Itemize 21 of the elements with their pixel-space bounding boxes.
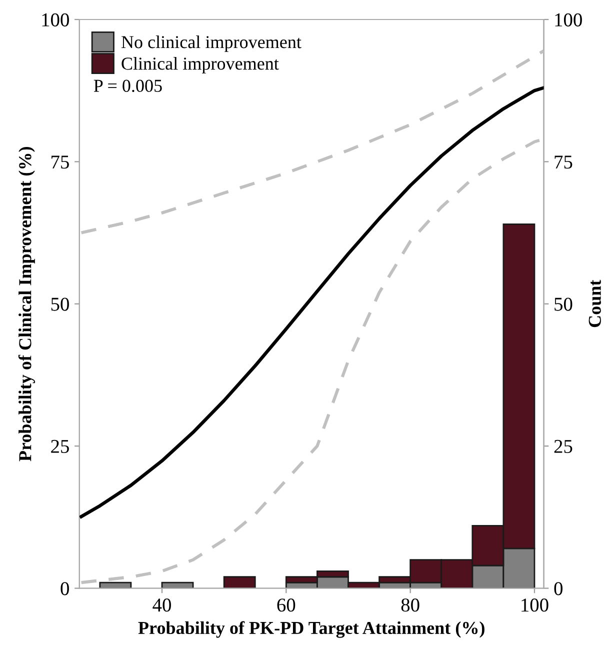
y2-axis-title: Count <box>588 280 601 328</box>
legend-label: No clinical improvement <box>121 36 302 52</box>
x-tick-label: 80 <box>401 598 420 612</box>
x-tick-label: 100 <box>522 598 548 612</box>
bar <box>223 576 256 588</box>
annotation: P = 0.005 <box>94 80 162 92</box>
y2-tick-label: 25 <box>554 440 572 453</box>
y-tick-label: 25 <box>51 440 69 453</box>
y-tick-label: 0 <box>60 582 69 596</box>
legend-label: Clinical improvement <box>122 57 279 74</box>
y2-tick-label: 50 <box>554 298 572 311</box>
y-tick-label: 75 <box>52 156 69 169</box>
y2-tick-label: 0 <box>554 582 562 596</box>
y2-tick-label: 100 <box>555 13 582 26</box>
x-tick-label: 60 <box>277 598 296 612</box>
y2-tick-label: 75 <box>554 156 572 169</box>
y-axis-title: Probability of Clinical Improvement (%) <box>18 147 35 462</box>
x-axis-title: Probability of PK-PD Target Attainment (%) <box>138 621 484 638</box>
y-tick-label: 100 <box>42 13 69 26</box>
y-tick-label: 50 <box>51 298 69 311</box>
x-tick-label: 40 <box>152 598 171 612</box>
